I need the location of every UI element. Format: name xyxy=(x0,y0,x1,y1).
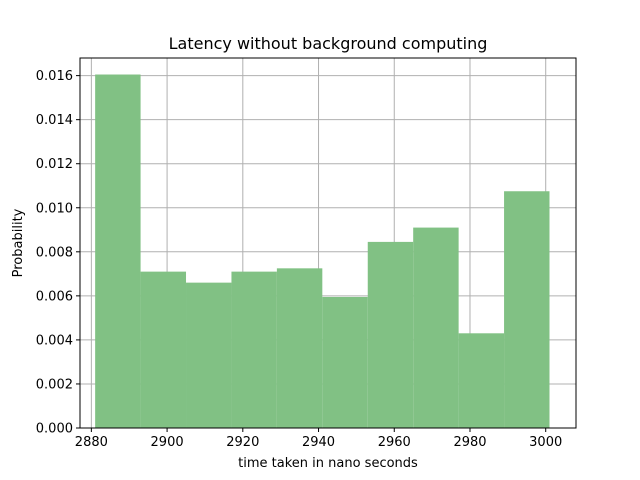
x-axis-title: time taken in nano seconds xyxy=(238,456,418,471)
x-tick-label: 2980 xyxy=(453,435,486,450)
x-tick-label: 2900 xyxy=(151,435,184,450)
histogram-bar-7 xyxy=(413,227,459,428)
histogram-bar-6 xyxy=(367,241,414,428)
y-tick-label: 0.012 xyxy=(36,157,73,172)
y-axis-title: Probability xyxy=(11,208,26,277)
y-tick-label: 0.014 xyxy=(36,113,73,128)
histogram-bar-5 xyxy=(322,296,368,428)
x-tick-label: 2960 xyxy=(378,435,411,450)
histogram-bar-2 xyxy=(186,282,232,428)
y-tick-label: 0.010 xyxy=(36,201,73,216)
histogram-bar-9 xyxy=(504,191,550,428)
histogram-bar-0 xyxy=(95,74,141,429)
x-tick-label: 2920 xyxy=(226,435,259,450)
y-tick-label: 0.016 xyxy=(36,69,73,84)
y-tick-label: 0.000 xyxy=(36,422,73,437)
y-axis-ticks: 0.000 0.002 0.004 0.006 0.008 0.010 0.012 0.014… xyxy=(36,69,80,437)
x-tick-label: 3000 xyxy=(529,435,562,450)
plot-frame xyxy=(79,57,577,429)
x-axis-ticks: 2880 2900 2920 2940 2960 2980 3000 xyxy=(75,428,562,450)
bars xyxy=(95,74,550,429)
histogram-bar-8 xyxy=(458,333,505,428)
x-tick-label: 2880 xyxy=(75,435,108,450)
histogram-bar-3 xyxy=(231,271,277,428)
chart-title: Latency without background computing xyxy=(169,34,488,53)
x-tick-label: 2940 xyxy=(302,435,335,450)
histogram-bar-1 xyxy=(140,271,187,428)
y-tick-label: 0.002 xyxy=(36,377,73,392)
y-tick-label: 0.006 xyxy=(36,289,73,304)
histogram-bar-4 xyxy=(276,268,323,428)
y-tick-label: 0.008 xyxy=(36,245,73,260)
y-tick-label: 0.004 xyxy=(36,333,73,348)
